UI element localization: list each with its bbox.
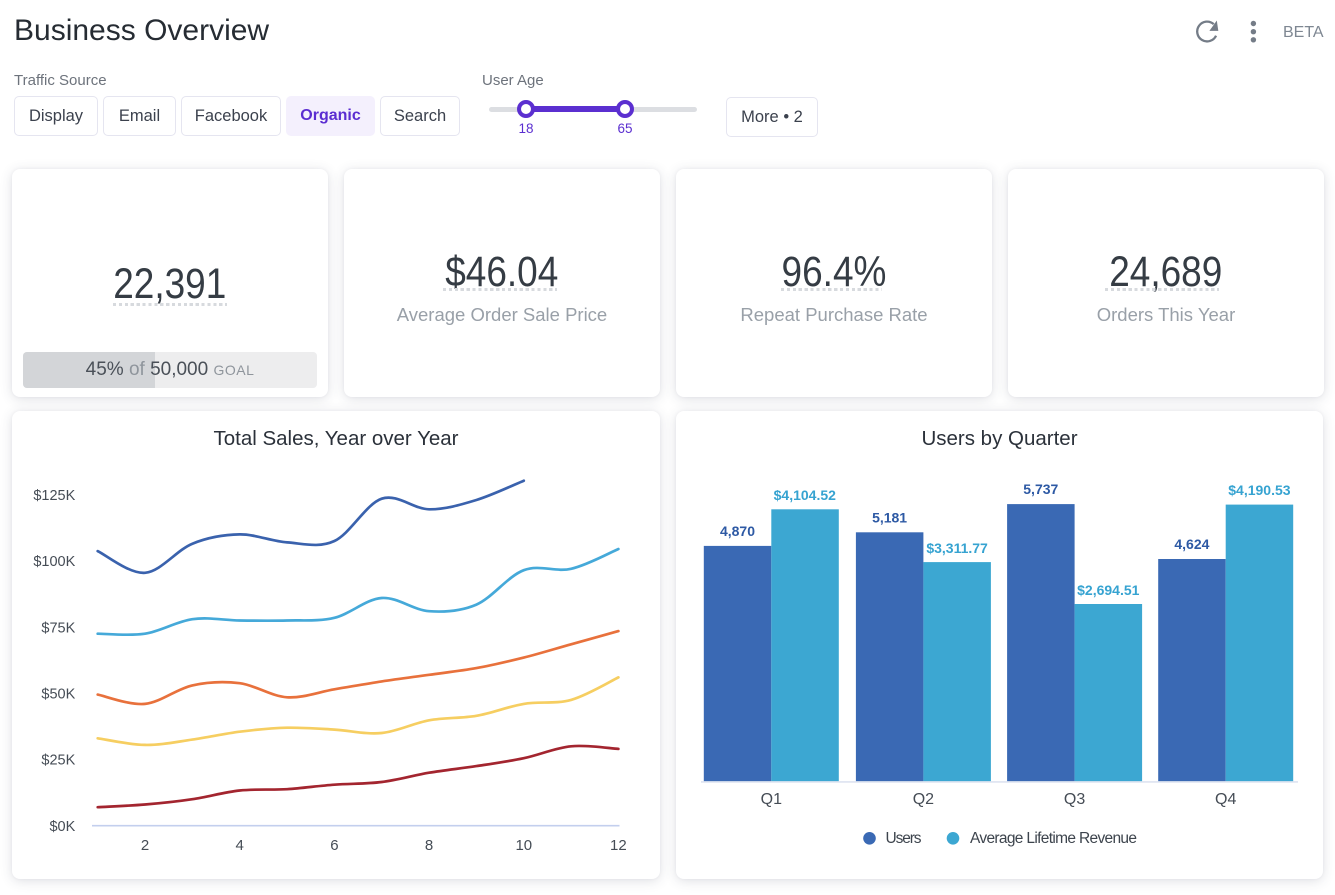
svg-text:Users: Users xyxy=(886,830,922,847)
svg-text:$3,311.77: $3,311.77 xyxy=(926,540,988,556)
svg-text:$100K: $100K xyxy=(33,554,75,570)
svg-text:2: 2 xyxy=(141,837,149,854)
svg-text:$25K: $25K xyxy=(41,753,75,769)
svg-text:Q1: Q1 xyxy=(761,791,782,808)
svg-text:Q3: Q3 xyxy=(1064,791,1085,808)
svg-text:Q4: Q4 xyxy=(1215,791,1236,808)
svg-text:6: 6 xyxy=(330,837,338,854)
svg-text:4: 4 xyxy=(236,837,244,854)
svg-text:$2,694.51: $2,694.51 xyxy=(1077,582,1139,598)
svg-text:$75K: $75K xyxy=(41,620,75,636)
svg-text:10: 10 xyxy=(515,837,532,854)
svg-text:$0K: $0K xyxy=(49,819,75,835)
svg-text:$4,190.53: $4,190.53 xyxy=(1228,482,1290,498)
svg-text:$50K: $50K xyxy=(41,687,75,703)
svg-text:4,624: 4,624 xyxy=(1174,536,1209,552)
svg-text:8: 8 xyxy=(425,837,433,854)
svg-text:$125K: $125K xyxy=(33,488,75,504)
svg-text:4,870: 4,870 xyxy=(720,523,755,539)
svg-text:12: 12 xyxy=(610,837,627,854)
svg-text:Q2: Q2 xyxy=(913,791,934,808)
svg-text:5,737: 5,737 xyxy=(1023,481,1058,497)
svg-text:5,181: 5,181 xyxy=(872,510,907,526)
svg-text:$4,104.52: $4,104.52 xyxy=(774,487,836,503)
svg-text:Average Lifetime Revenue: Average Lifetime Revenue xyxy=(970,830,1137,847)
